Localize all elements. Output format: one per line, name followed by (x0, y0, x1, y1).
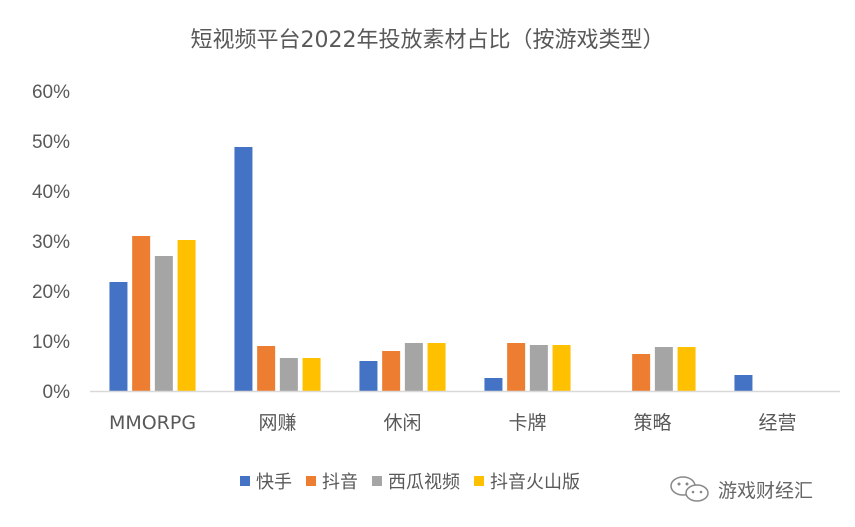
x-tick-label: 休闲 (383, 412, 421, 434)
legend-item: 抖音火山版 (474, 468, 580, 494)
bar (734, 375, 753, 391)
bar (109, 282, 128, 391)
bar (257, 346, 276, 391)
legend-item: 快手 (240, 468, 292, 494)
bar (484, 378, 503, 391)
watermark: 游戏财经汇 (668, 474, 813, 504)
bar (427, 343, 446, 391)
legend-label: 西瓜视频 (388, 472, 460, 493)
bar (529, 345, 548, 391)
x-tick-label: 网赚 (258, 412, 296, 434)
x-tick-label: MMORPG (109, 412, 196, 434)
watermark-text: 游戏财经汇 (718, 479, 814, 502)
y-tick-label: 10% (32, 332, 70, 353)
x-tick-label: 经营 (758, 412, 796, 434)
legend-swatch (474, 476, 484, 486)
legend-swatch (240, 476, 250, 486)
bar (154, 256, 173, 391)
legend-item: 西瓜视频 (372, 468, 460, 494)
y-tick-label: 20% (32, 282, 70, 303)
legend: 快手 抖音 西瓜视频 抖音火山版 (240, 468, 580, 494)
bar (632, 354, 651, 391)
bar (552, 345, 571, 391)
bar (302, 358, 321, 391)
bar (507, 343, 526, 391)
legend-label: 抖音火山版 (490, 472, 580, 493)
y-tick-label: 40% (32, 182, 70, 203)
bar (234, 147, 253, 391)
legend-item: 抖音 (306, 468, 358, 494)
legend-label: 抖音 (322, 472, 358, 493)
wechat-icon (670, 476, 709, 502)
x-tick-label: 策略 (633, 412, 671, 434)
bar (177, 240, 196, 391)
legend-swatch (306, 476, 316, 486)
bar (677, 347, 696, 391)
bar (382, 351, 401, 391)
bar (654, 347, 673, 391)
chart-title: 短视频平台2022年投放素材占比（按游戏类型） (190, 28, 665, 53)
legend-swatch (372, 476, 382, 486)
x-tick-label: 卡牌 (508, 412, 546, 434)
legend-label: 快手 (256, 472, 292, 493)
y-tick-label: 60% (32, 82, 70, 103)
y-tick-label: 30% (32, 232, 70, 253)
y-tick-label: 50% (32, 132, 70, 153)
bar (359, 361, 378, 391)
bar (404, 343, 423, 391)
bar (132, 236, 151, 391)
bar (279, 358, 298, 391)
y-tick-label: 0% (43, 382, 71, 403)
